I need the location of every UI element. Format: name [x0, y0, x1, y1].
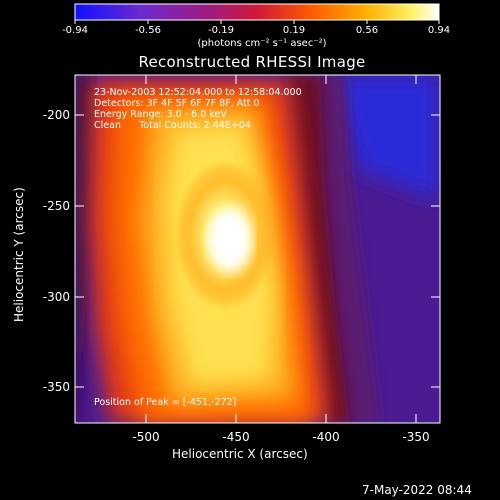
y-tick-label: -350 — [42, 380, 70, 394]
colorbar — [74, 3, 440, 21]
colorbar-tick-label: 0.56 — [355, 25, 379, 36]
annotation-energy: Energy Range: 3.0 - 6.0 keV — [94, 109, 227, 120]
x-axis-ticks — [145, 75, 417, 423]
y-axis-label: Heliocentric Y (arcsec) — [12, 187, 26, 322]
x-tick-label: -350 — [402, 430, 430, 444]
colorbar-tick-label: 0.94 — [427, 25, 451, 36]
y-axis-ticks — [75, 114, 440, 388]
x-tick-label: -500 — [132, 430, 160, 444]
plot-frame — [74, 74, 441, 424]
x-tick-label: -400 — [312, 430, 340, 444]
colorbar-units: (photons cm⁻² s⁻¹ asec⁻²) — [197, 38, 327, 49]
footer-date: 7-May-2022 08:44 — [362, 483, 472, 497]
plot-title: Reconstructed RHESSI Image — [138, 53, 366, 71]
annotation-peak: Position of Peak = [-451,-272] — [94, 397, 237, 408]
y-tick-label: -200 — [42, 108, 70, 122]
annotation-time: 23-Nov-2003 12:52:04.000 to 12:58:04.000 — [94, 87, 302, 98]
colorbar-tick-label: -0.56 — [135, 25, 161, 36]
annotation-counts: Clean Total Counts: 2.44E+04 — [94, 120, 251, 131]
y-tick-label: -300 — [42, 290, 70, 304]
annotation-detectors: Detectors: 3F 4F 5F 6F 7F 8F, Att 0 — [94, 98, 260, 109]
x-tick-label: -450 — [222, 430, 250, 444]
x-axis-label: Heliocentric X (arcsec) — [172, 447, 308, 461]
colorbar-tick-label: -0.94 — [62, 25, 88, 36]
colorbar-tick-label: -0.19 — [208, 25, 234, 36]
y-tick-label: -250 — [42, 199, 70, 213]
rhessi-image — [75, 75, 440, 423]
colorbar-ticks — [74, 20, 440, 24]
colorbar-tick-label: 0.19 — [282, 25, 306, 36]
